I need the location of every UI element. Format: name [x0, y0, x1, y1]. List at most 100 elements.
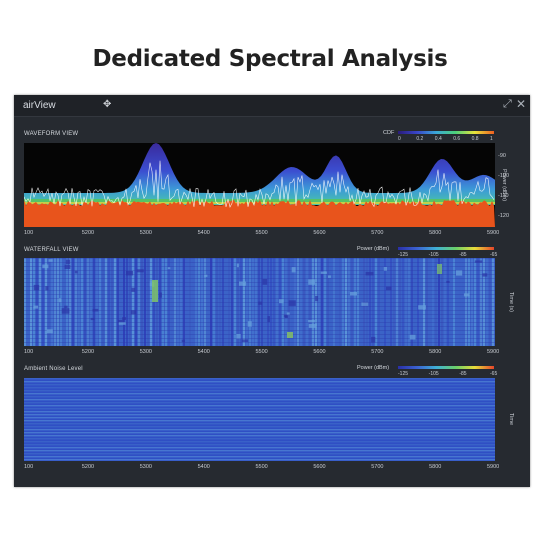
waterfall-column	[249, 258, 251, 346]
waterfall-cell	[482, 273, 488, 277]
waterfall-column	[237, 258, 239, 346]
waterfall-cell	[159, 292, 162, 298]
waterfall-column	[255, 258, 257, 346]
waterfall-column	[474, 258, 476, 346]
waterfall-column	[186, 258, 188, 346]
waterfall-column	[87, 258, 89, 346]
waterfall-cell	[61, 308, 70, 314]
waterfall-cell	[118, 322, 126, 325]
ambient-row	[24, 438, 495, 440]
waterfall-row-line	[24, 270, 495, 271]
waterfall-column	[171, 258, 173, 346]
waterfall-column	[213, 258, 215, 346]
waterfall-column	[450, 258, 452, 346]
waterfall-column	[444, 258, 446, 346]
expand-icon[interactable]: ⤢	[503, 98, 512, 110]
waterfall-column	[420, 258, 422, 346]
waterfall-row-line	[24, 258, 495, 259]
waterfall-row-line	[24, 342, 495, 343]
waveform-chart	[23, 143, 495, 227]
waterfall-cell	[350, 292, 357, 296]
waterfall-cell	[241, 339, 249, 342]
waterfall-cell	[48, 259, 53, 262]
waterfall-cell	[463, 293, 470, 297]
waveform-legend-tick-5: 1	[490, 136, 493, 142]
waterfall-column	[63, 258, 65, 346]
waterfall-column	[360, 258, 362, 346]
waterfall-column	[351, 258, 353, 346]
waterfall-column	[120, 258, 122, 346]
waterfall-cell	[33, 284, 40, 291]
waterfall-row-line	[24, 310, 495, 311]
waterfall-cell	[386, 286, 392, 291]
ambient-row	[24, 459, 495, 461]
waterfall-column	[432, 258, 434, 346]
waterfall-column	[114, 258, 116, 346]
move-icon[interactable]: ✥	[103, 99, 112, 110]
waterfall-column	[285, 258, 287, 346]
ambient-row	[24, 441, 495, 443]
waterfall-column	[456, 258, 458, 346]
waveform-plot	[23, 143, 495, 227]
waterfall-column	[165, 258, 167, 346]
waterfall-hotspot	[437, 264, 442, 274]
close-icon[interactable]: ✕	[516, 97, 527, 111]
waterfall-column	[264, 258, 266, 346]
waterfall-cell	[262, 279, 268, 285]
waterfall-cell	[122, 317, 126, 320]
waterfall-cell	[125, 271, 134, 276]
waveform-x-tick-6: 5700	[371, 230, 384, 236]
waterfall-column	[405, 258, 407, 346]
waterfall-row-line	[24, 334, 495, 335]
waterfall-column	[99, 258, 101, 346]
ambient-x-tick-3: 5400	[197, 464, 210, 470]
ambient-row	[24, 390, 495, 392]
waterfall-column	[159, 258, 161, 346]
ambient-row	[24, 402, 495, 404]
ambient-row	[24, 450, 495, 452]
waterfall-cell	[33, 305, 39, 309]
waterfall-row-line	[24, 282, 495, 283]
waterfall-cell	[328, 275, 331, 278]
waterfall-column	[414, 258, 416, 346]
waterfall-column	[174, 258, 176, 346]
waterfall-column	[339, 258, 341, 346]
ambient-x-tick-8: 5900	[487, 464, 500, 470]
waterfall-cell	[418, 305, 426, 310]
waterfall-column	[54, 258, 56, 346]
ambient-row	[24, 381, 495, 383]
waveform-x-tick-4: 5500	[255, 230, 268, 236]
waterfall-column	[318, 258, 320, 346]
ambient-chart	[24, 378, 495, 461]
waterfall-column	[492, 258, 494, 346]
ambient-row	[24, 378, 495, 380]
ambient-row	[24, 435, 495, 437]
waveform-trace	[23, 160, 495, 208]
waveform-legend-tick-2: 0.4	[434, 136, 442, 142]
waterfall-column	[459, 258, 461, 346]
ambient-x-tick-2: 5300	[139, 464, 152, 470]
ambient-row	[24, 408, 495, 410]
waterfall-column	[51, 258, 53, 346]
page-headline: Dedicated Spectral Analysis	[92, 46, 448, 72]
ambient-row	[24, 393, 495, 395]
waterfall-column	[270, 258, 272, 346]
waterfall-column	[183, 258, 185, 346]
ambient-row	[24, 456, 495, 458]
waterfall-column	[402, 258, 404, 346]
waterfall-column	[357, 258, 359, 346]
waterfall-legend-tick-3: -65	[490, 252, 498, 258]
ambient-row	[24, 426, 495, 428]
waterfall-x-tick-7: 5800	[429, 349, 442, 355]
ambient-row	[24, 387, 495, 389]
airview-window: airView ✥ ⤢ ✕ WAVEFORM VIEW CDF 0 0.2 0.4 0…	[14, 95, 530, 487]
waterfall-column	[447, 258, 449, 346]
ambient-row	[24, 429, 495, 431]
waterfall-row-line	[24, 274, 495, 275]
waterfall-column	[138, 258, 140, 346]
waterfall-cell	[131, 287, 136, 292]
waterfall-row-line	[24, 278, 495, 279]
waterfall-cell	[291, 267, 296, 273]
waterfall-column	[33, 258, 35, 346]
waterfall-column	[252, 258, 254, 346]
